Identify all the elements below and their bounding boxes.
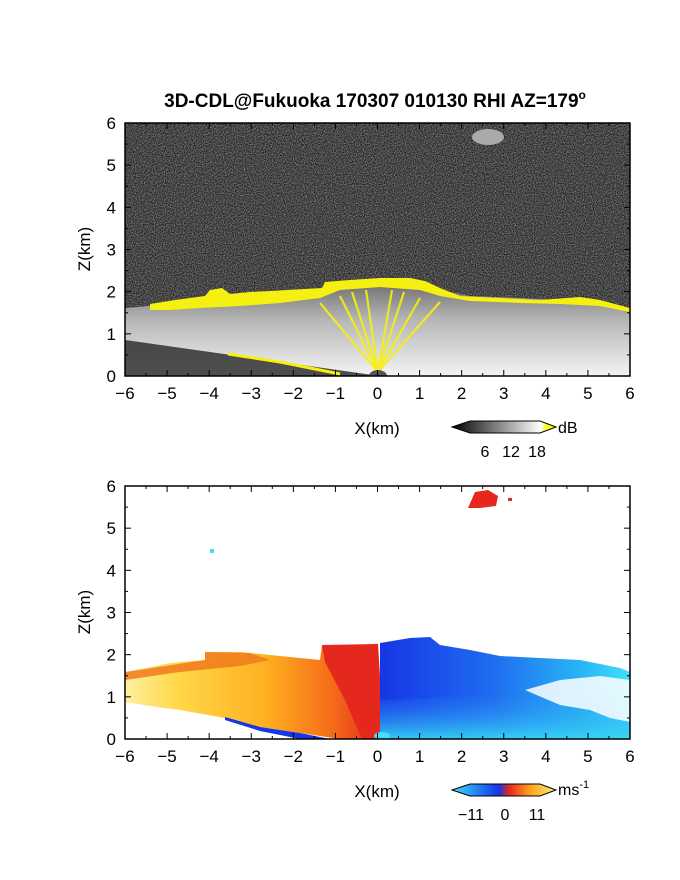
y-tick-label: 1 xyxy=(107,688,116,707)
velocity-red-core xyxy=(322,644,384,739)
x-tick-label: −3 xyxy=(242,384,261,403)
y-tick-label: 3 xyxy=(107,604,116,623)
velocity-missing-data xyxy=(525,676,630,722)
y-tick-labels-1: 0 1 2 3 4 5 6 xyxy=(107,114,116,386)
yellow-ground-echo xyxy=(227,352,341,376)
colorbar-reflectivity: dB 6 12 18 xyxy=(450,420,578,461)
colorbar-velocity-tick: 0 xyxy=(501,807,510,824)
axes-ticks-2 xyxy=(124,485,631,740)
isolated-echo-pixel xyxy=(210,549,214,553)
y-tick-label: 5 xyxy=(107,519,116,538)
colorbar-reflectivity-unit: dB xyxy=(558,420,578,437)
colorbar-velocity: ms-1 −11 0 11 xyxy=(450,779,589,824)
y-tick-label: 4 xyxy=(107,198,116,217)
x-tick-label: −4 xyxy=(199,384,218,403)
y-tick-label: 6 xyxy=(107,114,116,133)
upper-echo-reflectivity xyxy=(472,129,504,145)
x-axis-label-1: X(km) xyxy=(354,419,399,438)
x-tick-label: −6 xyxy=(115,384,134,403)
x-tick-label: 0 xyxy=(373,747,382,766)
x-axis-label-2: X(km) xyxy=(354,782,399,801)
x-tick-label: 1 xyxy=(415,747,424,766)
x-tick-labels-2: −6 −5 −4 −3 −2 −1 0 1 2 3 4 5 6 xyxy=(115,747,634,766)
x-tick-label: 6 xyxy=(625,747,634,766)
y-tick-label: 5 xyxy=(107,156,116,175)
colorbar-velocity-unit: ms-1 xyxy=(558,779,589,799)
chart-title: 3D-CDL@Fukuoka 170307 010130 RHI AZ=179o xyxy=(164,88,586,112)
x-tick-label: 5 xyxy=(583,384,592,403)
x-tick-label: 6 xyxy=(625,384,634,403)
colorbar-reflectivity-tick: 6 xyxy=(481,444,490,461)
x-tick-label: 3 xyxy=(499,384,508,403)
x-tick-label: 2 xyxy=(457,747,466,766)
y-tick-label: 4 xyxy=(107,561,116,580)
x-tick-label: 4 xyxy=(541,384,550,403)
colorbar-velocity-tick: −11 xyxy=(458,807,484,824)
yellow-radial-streaks xyxy=(319,289,441,373)
x-tick-label: 3 xyxy=(499,747,508,766)
x-tick-label: −3 xyxy=(242,747,261,766)
x-tick-label: 1 xyxy=(415,384,424,403)
x-tick-label: −1 xyxy=(326,384,345,403)
yellow-echo-top xyxy=(150,278,630,312)
y-tick-label: 3 xyxy=(107,241,116,260)
y-tick-labels-2: 0 1 2 3 4 5 6 xyxy=(107,477,116,749)
y-tick-label: 1 xyxy=(107,325,116,344)
x-tick-label: 2 xyxy=(457,384,466,403)
colorbar-reflectivity-tick: 18 xyxy=(528,444,546,461)
x-tick-label: −2 xyxy=(284,747,303,766)
y-tick-label: 0 xyxy=(107,367,116,386)
upper-echo-velocity-pixel xyxy=(508,498,512,501)
colorbar-velocity-tick: 11 xyxy=(529,807,546,824)
y-tick-label: 6 xyxy=(107,477,116,496)
colorbar-reflectivity-bar xyxy=(450,420,558,434)
x-tick-label: −6 xyxy=(115,747,134,766)
colorbar-reflectivity-tick: 12 xyxy=(502,444,520,461)
upper-echo-velocity xyxy=(468,490,498,508)
y-tick-label: 2 xyxy=(107,646,116,665)
y-axis-label-2: Z(km) xyxy=(75,590,94,634)
x-tick-labels-1: −6 −5 −4 −3 −2 −1 0 1 2 3 4 5 6 xyxy=(115,384,634,403)
x-tick-label: −1 xyxy=(326,747,345,766)
x-tick-label: 0 xyxy=(373,384,382,403)
y-axis-label-1: Z(km) xyxy=(75,227,94,271)
velocity-warm-top-band xyxy=(125,652,270,680)
x-tick-label: 5 xyxy=(583,747,592,766)
x-tick-label: −5 xyxy=(157,384,176,403)
y-tick-label: 0 xyxy=(107,730,116,749)
x-tick-label: 4 xyxy=(541,747,550,766)
x-tick-label: −4 xyxy=(199,747,218,766)
y-tick-label: 2 xyxy=(107,283,116,302)
velocity-origin-cyan xyxy=(374,732,390,739)
axes-ticks-1 xyxy=(124,122,631,377)
x-tick-label: −2 xyxy=(284,384,303,403)
colorbar-velocity-bar xyxy=(450,783,558,797)
x-tick-label: −5 xyxy=(157,747,176,766)
